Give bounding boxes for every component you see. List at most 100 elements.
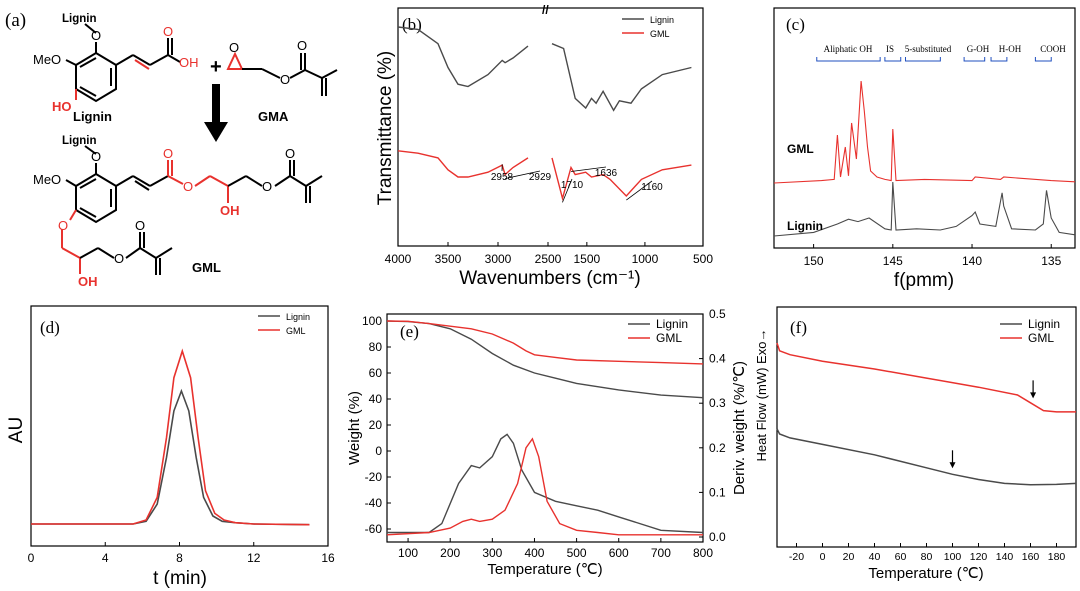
- y-tick-label: -60: [365, 522, 383, 536]
- x-tick-label: 400: [524, 546, 544, 560]
- gml-ether-o: O: [58, 218, 68, 233]
- legend-label-gml: GML: [650, 29, 670, 39]
- y-axis-label: Transmittance (%): [375, 51, 396, 206]
- x-tick-label: 145: [883, 254, 903, 268]
- panel-label: (c): [786, 15, 805, 34]
- epoxide-ring: [226, 51, 244, 70]
- y-tick-label: 20: [369, 418, 383, 432]
- x-tick-label: 20: [843, 551, 855, 563]
- epoxide-o-label: O: [229, 40, 239, 55]
- gml-molecule: [61, 145, 323, 275]
- region-bracket: [884, 57, 902, 62]
- y-tick-label: -40: [365, 496, 383, 510]
- x-tick-label: 600: [609, 546, 629, 560]
- lignin-name: Lignin: [73, 109, 112, 124]
- panel-f-dsc: (f) -20 0 20 40 60 80 100 120 140 160 180 Temperatur…: [754, 306, 1077, 582]
- annotation-arrow: [570, 166, 607, 172]
- panel-a-scheme: (a) Lignin O MeO HO O OH Lignin +: [5, 10, 338, 289]
- gml-methoxy-label: MeO: [33, 172, 61, 187]
- carbonyl-o-label: O: [297, 38, 307, 53]
- panel-b-ftir: (b) // 4000 3500 3000 2500 1500 1000 500 Wavenumb…: [375, 3, 713, 289]
- y-tick-label: 60: [369, 366, 383, 380]
- legend-label-gml: GML: [1028, 331, 1054, 345]
- annotation-label: 2958: [491, 172, 514, 183]
- series-label-gml: GML: [787, 142, 814, 156]
- panel-c-nmr: (c) 150 145 140 135 f(pmm) GML Lignin Aliphatic …: [773, 7, 1076, 291]
- transition-arrow-head: [949, 462, 956, 469]
- y-tick-label: -20: [365, 470, 383, 484]
- x-tick-label: 160: [1022, 551, 1040, 563]
- plus-sign: +: [210, 56, 222, 78]
- x-tick-label: 12: [247, 551, 261, 565]
- legend-label-lignin: Lignin: [656, 317, 688, 331]
- series-gml: [31, 348, 310, 526]
- x-tick-label: 0: [28, 551, 35, 565]
- reaction-arrow: [204, 84, 228, 142]
- x-axis-label: t (min): [153, 568, 207, 589]
- x-tick-label: 500: [693, 252, 713, 266]
- y-right-tick-label: 0.0: [709, 530, 726, 544]
- x-tick-label: 700: [651, 546, 671, 560]
- x-tick-label: 8: [176, 551, 183, 565]
- y-tick-label: 100: [362, 314, 382, 328]
- region-label: G-OH: [967, 44, 990, 54]
- panel-d-gpc: (d) 0 4 8 12 16 t (min) AU Lignin GML: [6, 305, 335, 589]
- region-label: IS: [886, 44, 894, 54]
- series-lignin-low: [551, 43, 692, 112]
- gml-carbonyl-o-3: O: [135, 218, 145, 233]
- gml-ester-o: O: [183, 179, 193, 194]
- plot-frame: [773, 7, 1076, 249]
- gml-carbonyl-o-2: O: [285, 146, 295, 161]
- panel-a-label: (a): [5, 10, 26, 31]
- x-tick-label: 200: [440, 546, 460, 560]
- x-axis-label: f(pmm): [894, 270, 954, 291]
- annotation-arrow: [505, 170, 541, 179]
- y-tick-label: 80: [369, 340, 383, 354]
- x-tick-label: -20: [789, 551, 804, 563]
- panel-label: (e): [400, 322, 419, 341]
- gml-ester-o-3: O: [114, 251, 124, 266]
- gml-ester-o-2: O: [262, 179, 272, 194]
- x-axis-label: Temperature (℃): [487, 561, 602, 578]
- x-tick-label: 800: [693, 546, 713, 560]
- y-right-axis-label: Deriv. weight (%/℃): [731, 361, 748, 495]
- annotation-label: 1710: [561, 180, 584, 191]
- ester-o-label: O: [280, 72, 290, 87]
- region-bracket: [904, 57, 941, 62]
- x-tick-label: 500: [567, 546, 587, 560]
- y-right-tick-label: 0.5: [709, 307, 726, 321]
- gml-substituent: Lignin: [62, 135, 97, 147]
- x-tick-label: 40: [869, 551, 881, 563]
- series-lignin: [776, 428, 1077, 486]
- gml-hydroxyl-1: OH: [220, 203, 240, 218]
- x-tick-label: 120: [970, 551, 988, 563]
- phenolic-oh-label: HO: [52, 99, 72, 114]
- gml-name: GML: [192, 260, 221, 275]
- plot-frame: [386, 313, 704, 543]
- x-axis-label: Wavenumbers (cm⁻¹): [459, 268, 640, 289]
- series-gml: [776, 342, 1076, 413]
- legend-label-gml: GML: [656, 331, 682, 345]
- lignin-substituent: Lignin: [62, 13, 97, 25]
- x-tick-label: 100: [398, 546, 418, 560]
- y-axis-label: AU: [6, 417, 27, 443]
- x-tick-label: 300: [482, 546, 502, 560]
- series-gml-high: [397, 150, 529, 178]
- region-bracket: [816, 57, 881, 62]
- annotation-label: 1636: [595, 168, 618, 179]
- region-bracket: [990, 57, 1008, 62]
- x-tick-label: 1500: [573, 252, 600, 266]
- x-tick-label: 100: [944, 551, 962, 563]
- x-tick-label: 16: [321, 551, 335, 565]
- o-atom: O: [91, 28, 101, 43]
- series-gml: [773, 80, 1076, 184]
- panel-e-tga: (e) 100 200 300 400 500 600 700 800 -60 -40 -20 0 20 4…: [346, 307, 748, 578]
- legend-label-lignin: Lignin: [650, 15, 674, 25]
- gml-carbonyl-o: O: [163, 146, 173, 161]
- series-label-lignin: Lignin: [787, 219, 823, 233]
- y-tick-label: 40: [369, 392, 383, 406]
- gma-molecule: [226, 51, 338, 96]
- legend-label-gml: GML: [286, 326, 306, 336]
- lignin-molecule: [65, 23, 181, 103]
